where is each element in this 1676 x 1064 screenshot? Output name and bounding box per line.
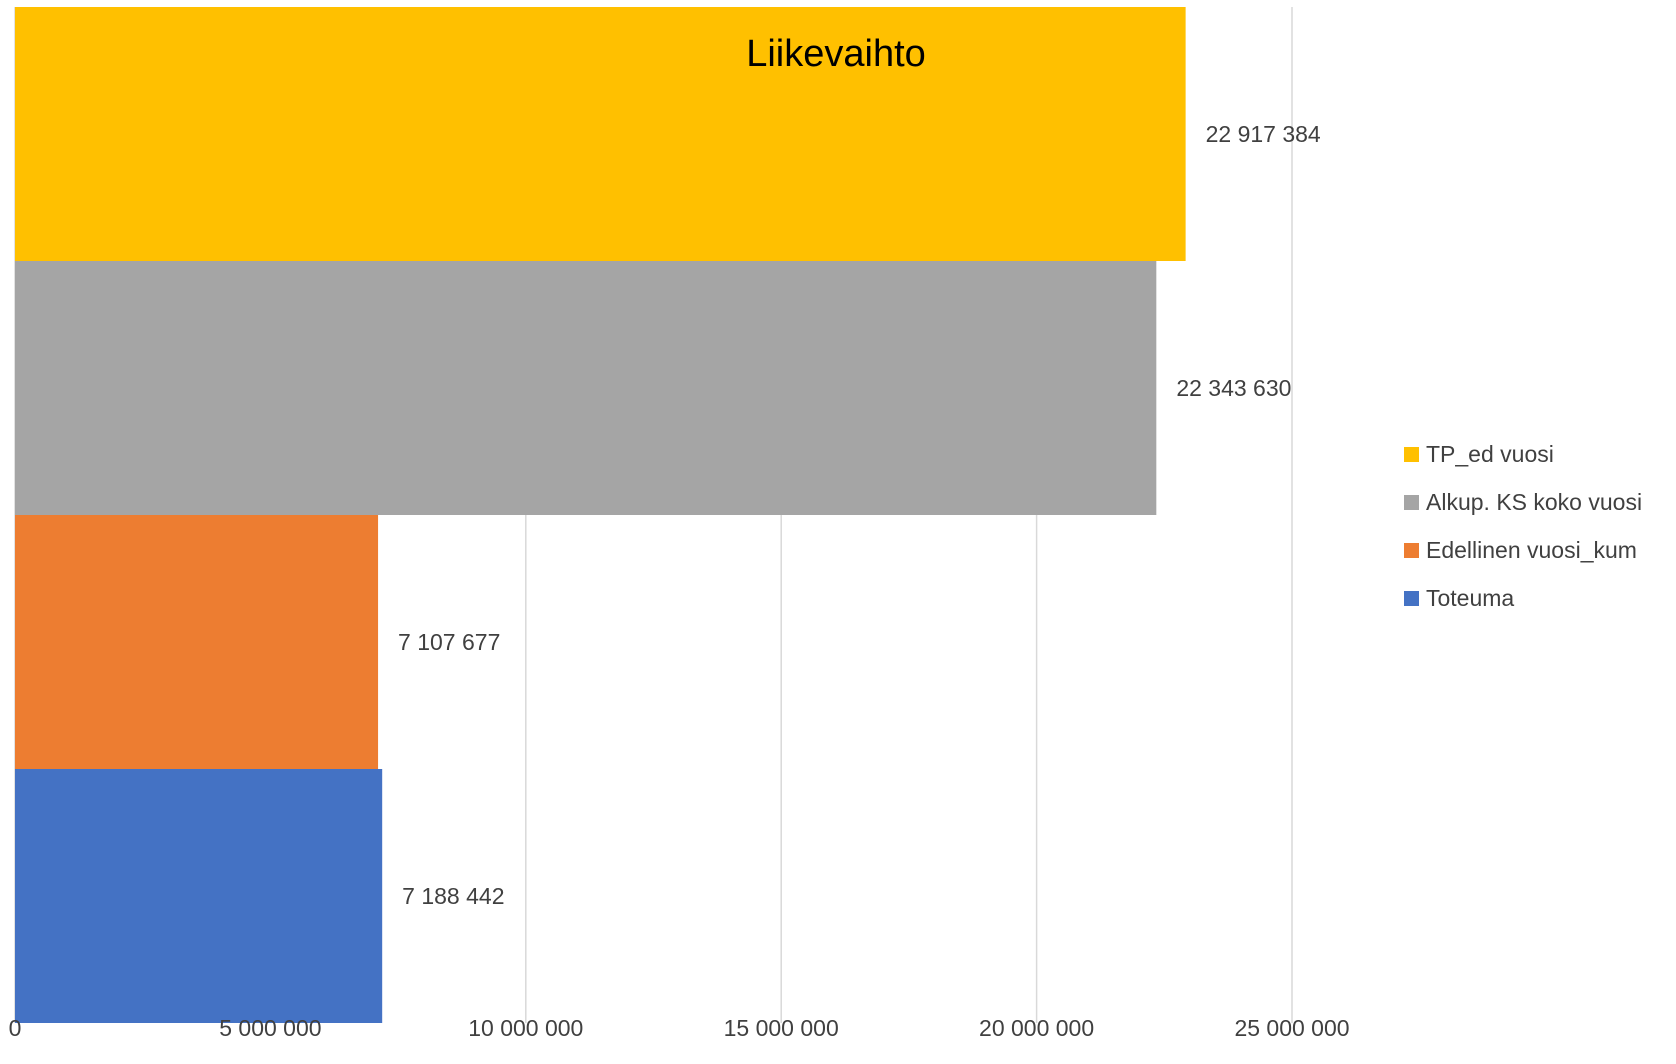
- legend-swatch: [1404, 494, 1419, 510]
- legend-label: TP_ed vuosi: [1426, 440, 1554, 467]
- legend-item: Alkup. KS koko vuosi: [1404, 486, 1669, 518]
- legend-swatch: [1404, 446, 1419, 462]
- bar: [15, 769, 383, 1023]
- legend: TP_ed vuosi Alkup. KS koko vuosi Edellinen…: [1404, 438, 1669, 630]
- legend-item: Edellinen vuosi_kum: [1404, 534, 1669, 566]
- x-tick-label: 0: [9, 1015, 22, 1041]
- x-tick-label: 15 000 000: [724, 1015, 839, 1041]
- x-tick-label: 5 000 000: [219, 1015, 321, 1041]
- x-axis: 0 5 000 000 10 000 000 15 000 000 20 000 000…: [9, 1015, 1350, 1041]
- bars: [15, 7, 1186, 1023]
- x-tick-label: 10 000 000: [468, 1015, 583, 1041]
- bar: [15, 7, 1186, 261]
- legend-label: Toteuma: [1426, 584, 1515, 611]
- legend-item: TP_ed vuosi: [1404, 438, 1669, 470]
- x-tick-label: 25 000 000: [1234, 1015, 1349, 1041]
- x-tick-label: 20 000 000: [979, 1015, 1094, 1041]
- data-label: 22 917 384: [1206, 121, 1321, 147]
- bar: [15, 261, 1157, 515]
- chart-title: Liikevaihto: [746, 33, 926, 75]
- legend-swatch: [1404, 590, 1419, 606]
- legend-item: Toteuma: [1404, 582, 1669, 614]
- legend-label: Alkup. KS koko vuosi: [1426, 488, 1643, 515]
- legend-swatch: [1404, 542, 1419, 558]
- data-label: 7 107 677: [398, 629, 500, 655]
- bar: [15, 515, 379, 769]
- data-label: 7 188 442: [402, 883, 504, 909]
- data-label: 22 343 630: [1176, 375, 1291, 401]
- data-labels: 22 917 384 22 343 630 7 107 677 7 188 442: [398, 121, 1321, 909]
- legend-label: Edellinen vuosi_kum: [1426, 536, 1637, 563]
